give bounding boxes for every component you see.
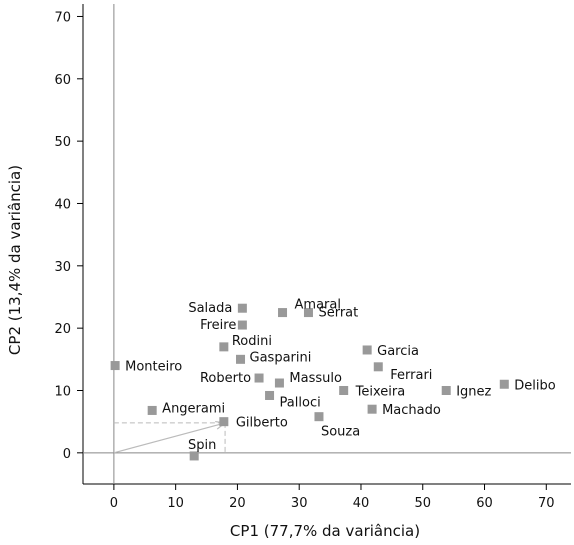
point-label: Teixeira	[355, 384, 406, 399]
x-tick-label: 0	[110, 496, 118, 511]
point-label: Roberto	[200, 371, 251, 386]
y-axis-title: CP2 (13,4% da variância)	[6, 165, 24, 355]
data-point	[110, 361, 120, 371]
point-label: Monteiro	[125, 360, 182, 375]
point-label: Salada	[188, 301, 232, 316]
vector-line	[113, 422, 226, 454]
point-label: Angerami	[162, 401, 225, 416]
y-tick-label: 20	[54, 322, 71, 337]
data-point	[278, 308, 288, 318]
y-tick-label: 70	[54, 10, 71, 25]
data-point	[265, 390, 275, 400]
point-label: Gasparini	[250, 350, 312, 365]
data-point	[219, 342, 229, 352]
y-tick-label: 50	[54, 135, 71, 150]
point-label: Rodini	[232, 334, 272, 349]
data-point	[339, 385, 349, 395]
y-tick-label: 0	[63, 447, 71, 462]
point-label: Garcia	[377, 344, 419, 359]
data-point	[189, 451, 199, 461]
data-point	[147, 405, 157, 415]
x-axis-title: CP1 (77,7% da variância)	[230, 522, 420, 540]
data-point	[499, 379, 509, 389]
x-tick-label: 30	[291, 496, 308, 511]
data-point	[237, 303, 247, 313]
point-label: Spin	[188, 438, 216, 453]
x-tick-label: 60	[476, 496, 493, 511]
data-point	[373, 362, 383, 372]
x-tick-label: 40	[353, 496, 370, 511]
data-point	[362, 345, 372, 355]
point-label: Ferrari	[390, 368, 432, 383]
x-tick-label: 20	[229, 496, 246, 511]
point-label: Gilberto	[236, 416, 288, 431]
point-label: Amaral	[295, 298, 341, 313]
data-point	[237, 320, 247, 330]
y-tick-label: 30	[54, 260, 71, 275]
y-tick-label: 60	[54, 73, 71, 88]
y-tick-label: 40	[54, 197, 71, 212]
x-tick-label: 10	[167, 496, 184, 511]
points-group	[110, 303, 509, 461]
point-label: Palloci	[280, 395, 321, 410]
point-label: Delibo	[514, 378, 555, 393]
point-label: Massulo	[289, 371, 342, 386]
point-label: Machado	[382, 403, 441, 418]
data-point	[274, 378, 284, 388]
data-point	[314, 412, 324, 422]
point-label: Ignez	[456, 384, 491, 399]
data-point	[303, 308, 313, 318]
x-tick-label: 50	[414, 496, 431, 511]
x-tick-label: 70	[538, 496, 555, 511]
data-point	[219, 417, 229, 427]
data-point	[441, 385, 451, 395]
point-label: Freire	[200, 318, 236, 333]
axes: 0 10 20 30 40 50 60 70 0 10 20 30 40 50 60 70	[54, 4, 571, 511]
point-label: Souza	[321, 425, 360, 440]
y-tick-label: 10	[54, 384, 71, 399]
data-point	[367, 404, 377, 414]
data-point	[254, 373, 264, 383]
point-label: Serrat	[318, 306, 358, 321]
data-point	[236, 354, 246, 364]
